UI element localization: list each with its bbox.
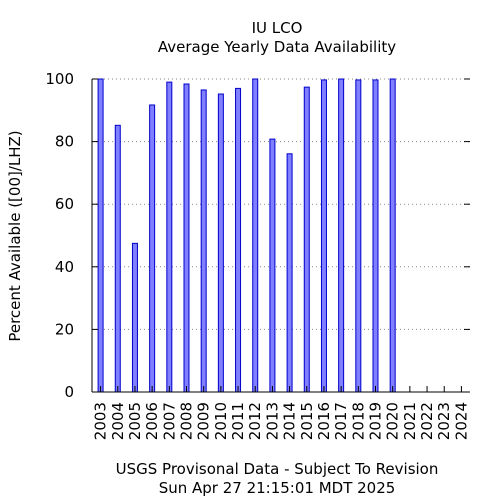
bar-2006	[149, 104, 156, 393]
bar-2017	[338, 78, 345, 393]
x-tick-label: 2011	[229, 402, 247, 440]
x-tick-label: 2008	[178, 402, 196, 440]
bar-2012	[252, 78, 259, 393]
x-tick-label: 2018	[349, 402, 367, 440]
bar-2014	[286, 153, 293, 393]
x-tick-label: 2003	[92, 402, 110, 440]
bar-2019	[372, 79, 379, 393]
y-axis-label: Percent Available ([00]/LHZ)	[6, 130, 24, 341]
x-tick-label: 2017	[332, 402, 350, 440]
bar-2010	[217, 93, 224, 393]
y-tick-label: 40	[55, 258, 74, 276]
bar-2011	[235, 87, 242, 393]
bar-2003	[97, 78, 104, 393]
bar-2008	[183, 83, 190, 393]
bar-2004	[114, 124, 121, 393]
y-tick-label: 80	[55, 133, 74, 151]
bar-2013	[269, 138, 276, 393]
x-tick-label: 2013	[263, 402, 281, 440]
x-tick-label: 2016	[315, 402, 333, 440]
x-tick-label: 2020	[384, 402, 402, 440]
x-tick-label: 2005	[126, 402, 144, 440]
x-tick-label: 2019	[367, 402, 385, 440]
bar-2020	[389, 78, 396, 393]
x-tick-label: 2022	[418, 402, 436, 440]
x-tick-label: 2023	[435, 402, 453, 440]
y-tick-label: 0	[64, 383, 74, 401]
chart-title: IU LCO	[252, 19, 303, 37]
bar-2005	[131, 242, 138, 393]
x-tick-label: 2014	[281, 402, 299, 440]
bar-2009	[200, 89, 207, 393]
y-tick-labels: 0 20 40 60 80 100	[45, 70, 74, 401]
chart-subtitle: Average Yearly Data Availability	[158, 38, 396, 56]
bar-2018	[355, 79, 362, 393]
x-axis-label: USGS Provisonal Data - Subject To Revisi…	[116, 460, 439, 478]
x-tick-label: 2021	[401, 402, 419, 440]
x-tick-label: 2006	[143, 402, 161, 440]
y-tick-label: 100	[45, 70, 74, 88]
axes	[91, 78, 470, 393]
x-tick-label: 2010	[212, 402, 230, 440]
bar-2016	[320, 79, 327, 393]
gridlines	[92, 78, 470, 330]
x-tick-label: 2024	[452, 402, 470, 440]
x-tick-label: 2009	[195, 402, 213, 440]
x-tick-label: 2015	[298, 402, 316, 440]
x-tick-label: 2004	[109, 402, 127, 440]
bar-2015	[303, 86, 310, 393]
bar-2007	[166, 81, 173, 393]
bars	[97, 78, 396, 393]
y-tick-label: 20	[55, 320, 74, 338]
x-tick-label: 2012	[246, 402, 264, 440]
x-tick-label: 2007	[160, 402, 178, 440]
x-tick-labels: 2003 2004 2005 2006 2007 2008 2009 2010 2011 2012…	[92, 402, 471, 440]
timestamp-footer: Sun Apr 27 21:15:01 MDT 2025	[159, 479, 396, 497]
y-tick-label: 60	[55, 195, 74, 213]
